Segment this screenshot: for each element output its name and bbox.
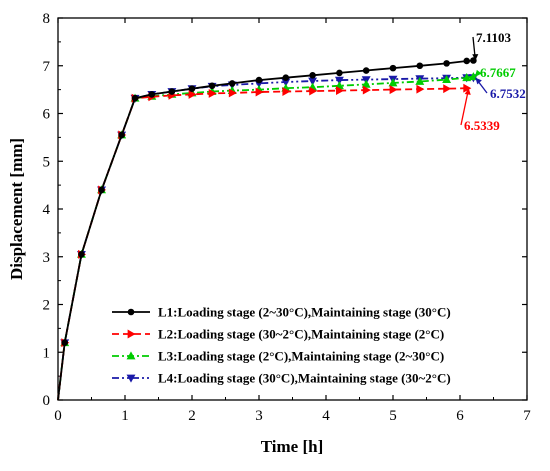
- data-point-L2: [228, 88, 237, 98]
- data-point-L2: [416, 84, 425, 94]
- data-point-L3: [442, 74, 452, 83]
- data-point-L1: [78, 251, 85, 258]
- legend-swatch-marker: [126, 374, 136, 383]
- y-tick-label: 3: [43, 250, 51, 266]
- data-point-L1: [255, 76, 263, 84]
- annotation-label: 6.5339: [464, 118, 500, 133]
- data-point-L1: [61, 339, 68, 347]
- legend-item-L1: L1:Loading stage (2~30°C),Maintaining st…: [112, 305, 451, 320]
- data-point-L1: [188, 85, 196, 92]
- legend-swatch-marker: [126, 351, 136, 360]
- x-tick-label: 4: [322, 408, 330, 424]
- data-point-L1: [309, 72, 316, 79]
- data-point-L3: [462, 73, 472, 82]
- data-point-L1: [131, 94, 139, 102]
- legend-label: L3:Loading stage (2°C),Maintaining stage…: [158, 349, 444, 364]
- x-tick-label: 7: [523, 408, 531, 424]
- data-point-L2: [255, 87, 264, 97]
- data-point-L1: [228, 80, 236, 87]
- y-tick-label: 5: [43, 154, 51, 170]
- legend-swatch-marker: [127, 308, 135, 316]
- data-point-L1: [148, 91, 156, 98]
- data-point-L2: [362, 85, 371, 95]
- legend-item-L3: L3:Loading stage (2°C),Maintaining stage…: [112, 349, 444, 364]
- legend-label: L1:Loading stage (2~30°C),Maintaining st…: [158, 305, 451, 320]
- x-tick-label: 3: [255, 408, 263, 424]
- data-point-L3: [415, 76, 425, 85]
- data-point-L1: [443, 60, 450, 67]
- data-point-L1: [362, 67, 370, 74]
- annotation-arrowhead: [472, 54, 479, 61]
- annotation-arrowhead: [475, 77, 482, 85]
- y-tick-label: 4: [43, 202, 51, 218]
- axis-ticks: 0 1 2 3 4 5 6 7 0 1 2 3 4 5 6 7 8: [43, 11, 532, 424]
- data-point-L2: [188, 89, 197, 99]
- data-point-L1: [98, 186, 105, 194]
- legend-swatch-marker: [127, 329, 136, 339]
- y-tick-label: 7: [43, 59, 51, 75]
- data-point-L2: [282, 87, 291, 96]
- x-tick-label: 0: [54, 408, 62, 424]
- data-point-L3: [388, 78, 398, 87]
- data-point-L1: [389, 64, 397, 72]
- data-point-L2: [208, 88, 217, 98]
- data-point-L1: [168, 88, 176, 95]
- data-point-L3: [361, 79, 371, 88]
- data-point-L2: [336, 86, 345, 96]
- data-point-L1: [208, 82, 216, 90]
- x-tick-label: 2: [188, 408, 196, 424]
- data-point-L1: [416, 62, 424, 70]
- legend-label: L2:Loading stage (30~2°C),Maintaining st…: [158, 327, 444, 342]
- annotation-label: 6.7667: [480, 65, 516, 80]
- legend-label: L4:Loading stage (30°C),Maintaining stag…: [158, 371, 451, 386]
- y-tick-label: 2: [43, 298, 51, 314]
- data-point-L1: [118, 131, 125, 139]
- annotations-layer: 7.1103 6.7667 6.7532 6.5339: [460, 30, 526, 133]
- x-tick-label: 6: [456, 408, 464, 424]
- series-layer: [57, 57, 478, 401]
- data-point-L1: [336, 69, 343, 77]
- data-point-L1: [463, 57, 471, 65]
- annotation-label: 6.7532: [490, 86, 526, 101]
- annotation-label: 7.1103: [476, 30, 512, 45]
- annotation-arrowhead: [475, 69, 482, 77]
- series-L1: [57, 57, 477, 401]
- y-tick-label: 8: [43, 11, 51, 27]
- y-tick-label: 1: [43, 345, 51, 361]
- data-point-L2: [463, 83, 472, 93]
- y-tick-label: 0: [43, 393, 51, 409]
- y-tick-label: 6: [43, 107, 51, 123]
- data-point-L1: [282, 74, 290, 81]
- x-tick-label: 1: [121, 408, 129, 424]
- plot-frame: [57, 17, 528, 401]
- data-point-L2: [443, 84, 452, 94]
- legend-item-L4: L4:Loading stage (30°C),Maintaining stag…: [112, 371, 451, 386]
- legend-item-L2: L2:Loading stage (30~2°C),Maintaining st…: [112, 327, 444, 342]
- y-axis-title: Displacement [mm]: [7, 138, 26, 280]
- data-point-L2: [389, 85, 398, 95]
- legend: L1:Loading stage (2~30°C),Maintaining st…: [112, 305, 451, 386]
- data-point-L2: [309, 86, 318, 96]
- x-tick-label: 5: [389, 408, 397, 424]
- annotation-arrowhead: [464, 88, 471, 95]
- data-point-L4: [334, 76, 344, 85]
- x-axis-title: Time [h]: [261, 437, 324, 456]
